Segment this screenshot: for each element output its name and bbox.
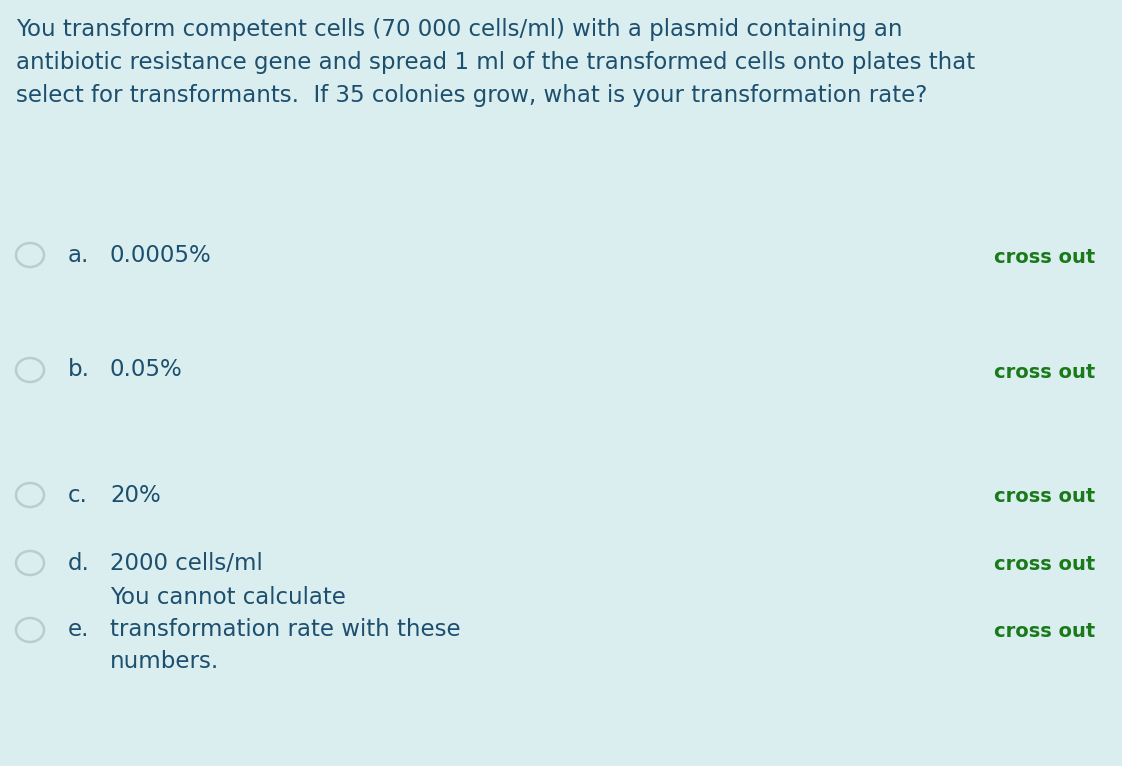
Text: a.: a. <box>68 244 90 267</box>
Text: cross out: cross out <box>994 487 1095 506</box>
Text: 0.05%: 0.05% <box>110 358 183 381</box>
Text: cross out: cross out <box>994 248 1095 267</box>
Text: 20%: 20% <box>110 483 160 506</box>
Text: c.: c. <box>68 483 88 506</box>
Text: You transform competent cells (70 000 cells/ml) with a plasmid containing an
ant: You transform competent cells (70 000 ce… <box>16 18 975 106</box>
Text: You cannot calculate
transformation rate with these
numbers.: You cannot calculate transformation rate… <box>110 587 461 673</box>
Text: cross out: cross out <box>994 363 1095 382</box>
Text: b.: b. <box>68 358 90 381</box>
Text: 2000 cells/ml: 2000 cells/ml <box>110 552 263 574</box>
Text: cross out: cross out <box>994 555 1095 574</box>
Text: d.: d. <box>68 552 90 574</box>
Text: cross out: cross out <box>994 622 1095 641</box>
Text: e.: e. <box>68 618 90 641</box>
Text: 0.0005%: 0.0005% <box>110 244 212 267</box>
